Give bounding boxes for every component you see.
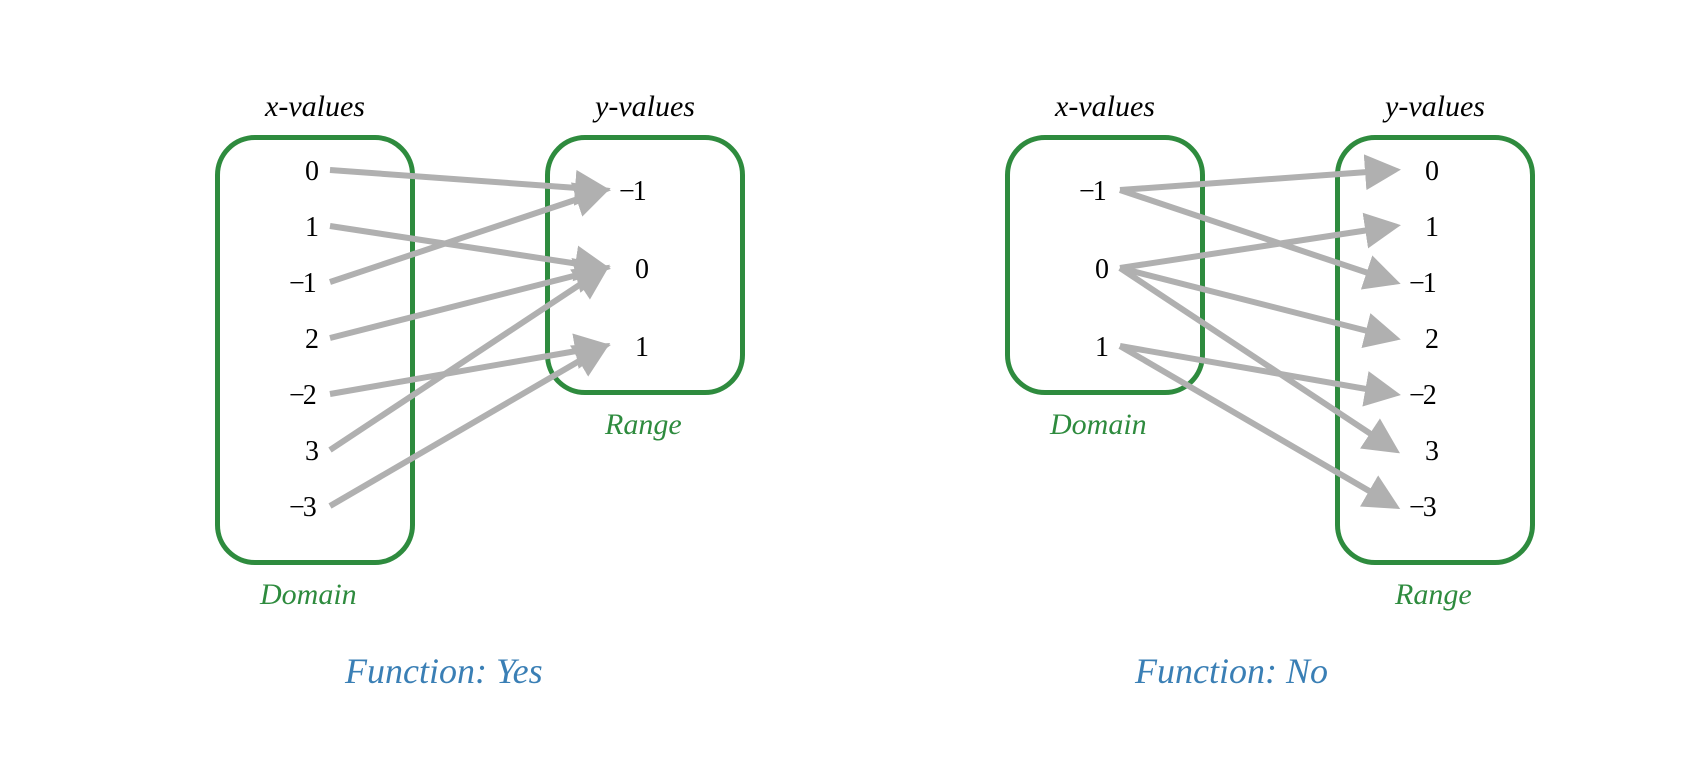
domain-item: 0 (305, 156, 319, 188)
domain-item: 0 (1095, 254, 1109, 286)
domain-item: 1 (305, 212, 319, 244)
domain-bottom-label: Domain (1050, 408, 1147, 442)
range-bottom-label: Range (605, 408, 682, 442)
domain-bottom-label: Domain (260, 578, 357, 612)
range-item: −1 (1409, 268, 1435, 300)
range-item: 0 (1425, 156, 1439, 188)
domain-item: −1 (1079, 176, 1105, 208)
domain-item: 3 (305, 436, 319, 468)
range-item: 0 (635, 254, 649, 286)
domain-item: −1 (289, 268, 315, 300)
range-top-label: y-values (1335, 90, 1535, 124)
domain-item: 1 (1095, 332, 1109, 364)
domain-item: 2 (305, 324, 319, 356)
domain-item: −3 (289, 492, 315, 524)
function-caption: Function: No (1135, 650, 1328, 692)
mapping-panel-right: x-values y-values −1 0 1 0 1 −1 2 −2 3 −… (895, 30, 1595, 730)
domain-top-label: x-values (1005, 90, 1205, 124)
function-caption: Function: Yes (345, 650, 543, 692)
range-item: 1 (635, 332, 649, 364)
domain-top-label: x-values (215, 90, 415, 124)
range-bottom-label: Range (1395, 578, 1472, 612)
range-item: 1 (1425, 212, 1439, 244)
range-item: −2 (1409, 380, 1435, 412)
range-item: −1 (619, 176, 645, 208)
range-item: 3 (1425, 436, 1439, 468)
range-item: −3 (1409, 492, 1435, 524)
diagram-container: x-values y-values 0 1 −1 2 −2 3 −3 −1 0 … (0, 0, 1700, 759)
range-item: 2 (1425, 324, 1439, 356)
domain-item: −2 (289, 380, 315, 412)
mapping-panel-left: x-values y-values 0 1 −1 2 −2 3 −3 −1 0 … (105, 30, 805, 730)
range-top-label: y-values (545, 90, 745, 124)
